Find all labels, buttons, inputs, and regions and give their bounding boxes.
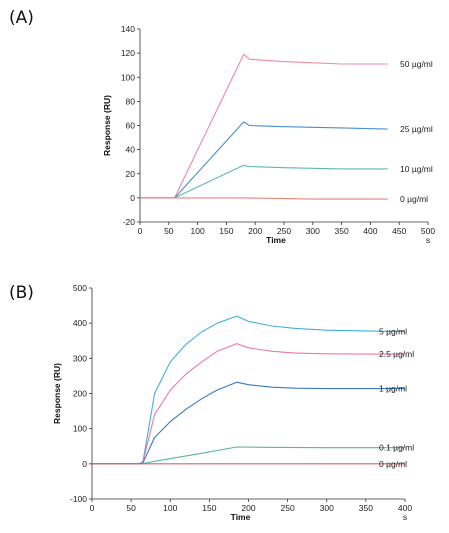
- series-label-3: 0.1 µg/ml: [379, 443, 414, 453]
- y-tick-label: 60: [126, 121, 136, 131]
- x-tick-label: 0: [90, 503, 95, 513]
- y-tick-label: 140: [121, 24, 135, 34]
- series-label-2: 10 µg/ml: [400, 164, 433, 174]
- x-tick-label: 150: [219, 226, 233, 236]
- series-line-3: [140, 197, 388, 200]
- x-tick-label: 300: [306, 226, 320, 236]
- y-tick-label: 20: [126, 169, 136, 179]
- y-tick-label: 0: [130, 193, 135, 203]
- x-axis-unit: s: [403, 512, 407, 522]
- x-tick-label: 450: [392, 226, 406, 236]
- series-line-3: [92, 446, 405, 465]
- y-axis-title: Response (RU): [102, 95, 112, 156]
- x-tick-label: 50: [164, 226, 174, 236]
- x-tick-label: 250: [281, 503, 295, 513]
- x-tick-label: 200: [248, 226, 262, 236]
- series-label-3: 0 µg/ml: [400, 194, 428, 204]
- series-label-1: 25 µg/ml: [400, 124, 433, 134]
- y-tick-label: 200: [73, 389, 87, 399]
- panel-b-label: (B): [9, 283, 34, 303]
- panel-a-label: (A): [9, 8, 34, 28]
- x-axis-unit: s: [426, 235, 430, 245]
- series-label-0: 5 µg/ml: [379, 327, 407, 337]
- series-label-2: 1 µg/ml: [379, 384, 407, 394]
- x-tick-label: 300: [320, 503, 334, 513]
- y-tick-label: 100: [121, 72, 135, 82]
- series-label-0: 50 µg/ml: [400, 59, 433, 69]
- x-tick-label: 500: [421, 226, 435, 236]
- y-tick-label: 100: [73, 424, 87, 434]
- y-tick-label: 80: [126, 96, 136, 106]
- series-line-1: [140, 121, 388, 199]
- series-label-1: 2.5 µg/ml: [379, 349, 414, 359]
- x-tick-label: 400: [398, 503, 412, 513]
- x-tick-label: 400: [363, 226, 377, 236]
- y-tick-label: 0: [82, 459, 87, 469]
- y-tick-label: 500: [73, 283, 87, 293]
- x-tick-label: 100: [191, 226, 205, 236]
- y-tick-label: 400: [73, 318, 87, 328]
- x-tick-label: 50: [126, 503, 136, 513]
- x-tick-label: 150: [202, 503, 216, 513]
- y-axis-title: Response (RU): [52, 363, 62, 424]
- series-label-4: 0 µg/ml: [379, 459, 407, 469]
- x-tick-label: 350: [335, 226, 349, 236]
- series-line-1: [92, 343, 405, 465]
- y-tick-label: -20: [123, 217, 136, 227]
- x-axis-title: Time: [266, 235, 286, 245]
- series-line-0: [92, 315, 406, 465]
- x-tick-label: 350: [359, 503, 373, 513]
- y-tick-label: -100: [70, 494, 87, 504]
- x-tick-label: 250: [277, 226, 291, 236]
- series-line-2: [92, 381, 405, 465]
- y-tick-label: 40: [126, 145, 136, 155]
- x-tick-label: 200: [241, 503, 255, 513]
- x-axis-title: Time: [231, 512, 251, 522]
- y-tick-label: 120: [121, 48, 135, 58]
- x-tick-label: 100: [163, 503, 177, 513]
- y-tick-label: 300: [73, 353, 87, 363]
- x-tick-label: 0: [138, 226, 143, 236]
